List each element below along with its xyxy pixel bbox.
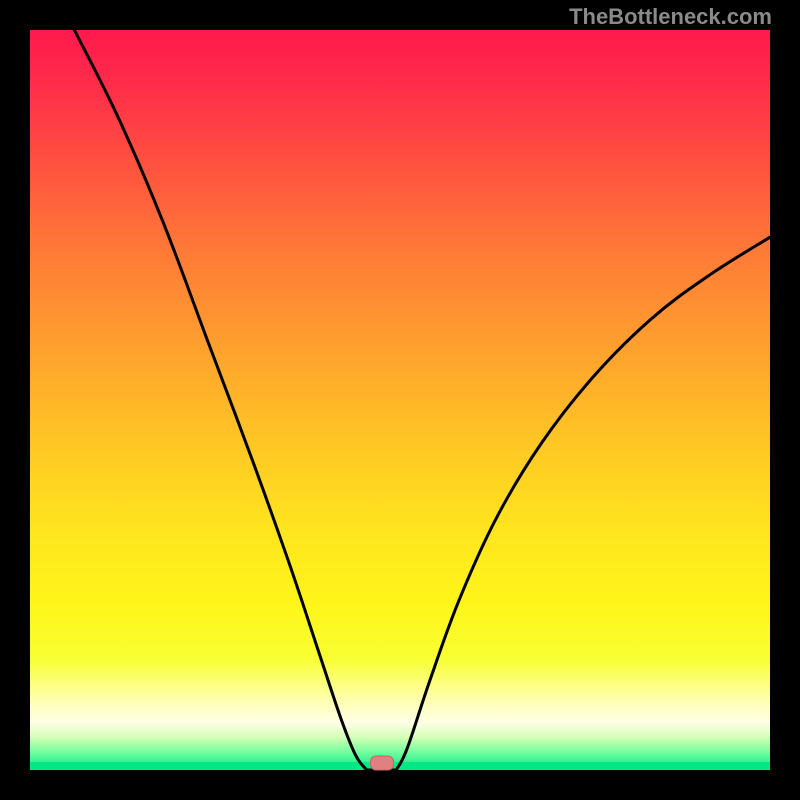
optimum-marker xyxy=(370,755,394,770)
chart-frame: TheBottleneck.com xyxy=(0,0,800,800)
bottleneck-curve xyxy=(30,30,770,770)
curve-path xyxy=(74,30,770,770)
plot-area xyxy=(30,30,770,770)
watermark-text: TheBottleneck.com xyxy=(569,4,772,30)
